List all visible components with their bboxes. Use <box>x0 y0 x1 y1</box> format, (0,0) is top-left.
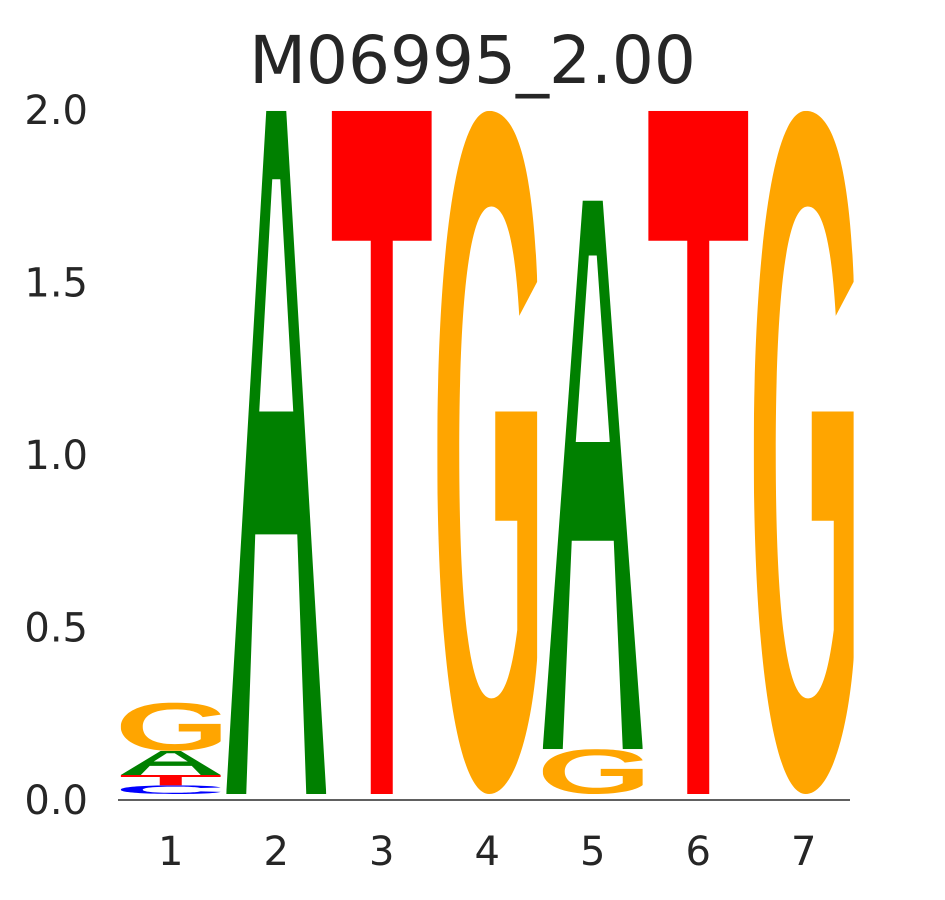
logo-letter-g <box>437 110 538 794</box>
logo-letter-t <box>120 775 221 786</box>
x-tick-label: 1 <box>158 829 183 875</box>
x-tick-label: 2 <box>264 829 289 875</box>
logo-letter-a <box>226 110 327 794</box>
logo-letter-c <box>120 785 221 794</box>
logo-letter-t <box>648 110 749 794</box>
x-axis: 1 2 3 4 5 6 7 <box>158 829 816 875</box>
x-tick-label: 5 <box>580 829 605 875</box>
y-tick-label: 2.0 <box>24 88 88 134</box>
logo-letter-g <box>542 749 643 794</box>
y-tick-label: 0.5 <box>24 606 88 652</box>
x-tick-label: 7 <box>791 829 816 875</box>
y-tick-label: 1.5 <box>24 261 88 307</box>
y-tick-label: 1.0 <box>24 433 88 479</box>
chart-title: M06995_2.00 <box>249 22 696 99</box>
x-tick-label: 4 <box>475 829 500 875</box>
y-axis: 0.0 0.5 1.0 1.5 2.0 <box>24 88 88 824</box>
logo-letter-a <box>542 200 643 750</box>
x-tick-label: 3 <box>369 829 394 875</box>
logo-letter-t <box>331 110 432 794</box>
logo-letter-g <box>120 702 221 751</box>
logo-letter-g <box>753 110 854 794</box>
y-tick-label: 0.0 <box>24 778 88 824</box>
logo-stacks <box>120 110 854 794</box>
logo-letter-a <box>120 750 221 776</box>
x-tick-label: 6 <box>686 829 711 875</box>
